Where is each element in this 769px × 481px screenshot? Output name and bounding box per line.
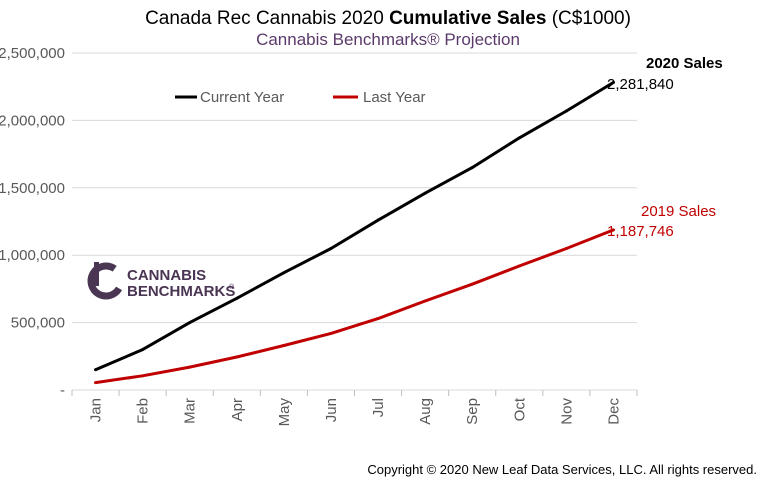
chart-subtitle: Cannabis Benchmarks® Projection	[256, 30, 520, 49]
series-lines	[94, 80, 615, 385]
chart-title-part2: Cumulative Sales	[389, 8, 546, 29]
last-year-point	[376, 317, 380, 321]
current-year-point	[141, 348, 145, 352]
y-tick-label: 1,000,000	[0, 247, 65, 264]
y-tick-label: -	[60, 382, 65, 399]
last-year-point	[282, 344, 286, 348]
x-tick-label: Jan	[88, 398, 105, 422]
y-tick-label: 2,500,000	[0, 45, 65, 62]
current-year-point	[564, 109, 568, 113]
x-axis-ticks: Jan Feb Mar Apr May Jun Jul Aug Sep Oct Nov Dec	[71, 390, 638, 427]
y-tick-label: 1,500,000	[0, 180, 65, 197]
last-year-point	[517, 264, 521, 268]
current-year-point	[517, 136, 521, 140]
logo-line1: CANNABIS	[127, 267, 206, 284]
x-tick-label: Feb	[135, 398, 152, 424]
last-year-point	[470, 282, 474, 286]
logo-registered-mark: ®	[229, 283, 235, 291]
annotation-2020-label: 2020 Sales	[646, 55, 723, 72]
legend: Current Year Last Year	[175, 89, 426, 106]
current-year-point	[235, 296, 239, 300]
x-tick-label: Jul	[370, 398, 387, 417]
x-tick-label: May	[276, 398, 293, 427]
last-year-point	[235, 355, 239, 359]
series-line-current-year	[94, 81, 615, 372]
current-year-point	[376, 218, 380, 222]
last-year-point	[564, 246, 568, 250]
last-year-point	[611, 228, 615, 232]
copyright-notice: Copyright © 2020 New Leaf Data Services,…	[367, 462, 757, 477]
chart-title-part1: Canada Rec Cannabis 2020	[145, 8, 389, 29]
x-tick-label: Aug	[417, 398, 434, 425]
x-tick-label: Dec	[605, 398, 622, 425]
gridlines	[72, 52, 637, 391]
chart-title-part3: (C$1000)	[546, 8, 631, 29]
x-tick-label: Nov	[558, 398, 575, 425]
x-tick-label: Oct	[511, 397, 528, 421]
annotation-2019-value: 1,187,746	[607, 223, 674, 240]
x-tick-label: Sep	[464, 398, 481, 425]
last-year-point	[141, 374, 145, 378]
series-line-last-year	[95, 228, 615, 385]
last-year-point	[94, 381, 98, 385]
y-tick-label: 2,000,000	[0, 112, 65, 129]
x-tick-label: Jun	[323, 398, 340, 422]
y-tick-label: 500,000	[11, 315, 65, 332]
annotation-2019-label: 2019 Sales	[641, 203, 716, 220]
y-axis-ticks: - 500,000 1,000,000 1,500,000 2,000,000 2,500…	[0, 45, 65, 399]
current-year-point	[329, 246, 333, 250]
current-year-point	[423, 191, 427, 195]
cannabis-benchmarks-logo: CANNABIS BENCHMARKS ®	[87, 262, 235, 300]
current-year-point	[282, 271, 286, 275]
current-year-point	[470, 166, 474, 170]
last-year-point	[188, 365, 192, 369]
current-year-point	[611, 80, 615, 84]
legend-label-last: Last Year	[363, 89, 426, 106]
current-year-point	[188, 321, 192, 325]
current-year-point	[94, 368, 98, 372]
legend-label-current: Current Year	[200, 89, 284, 106]
logo-line2: BENCHMARKS	[127, 283, 235, 300]
chart-title: Canada Rec Cannabis 2020 Cumulative Sale…	[145, 8, 631, 29]
x-tick-label: Mar	[182, 398, 199, 424]
last-year-point	[423, 299, 427, 303]
logo-mark-icon	[87, 262, 125, 300]
last-year-point	[329, 331, 333, 335]
annotation-2020-value: 2,281,840	[607, 76, 674, 93]
x-tick-label: Apr	[229, 398, 246, 421]
